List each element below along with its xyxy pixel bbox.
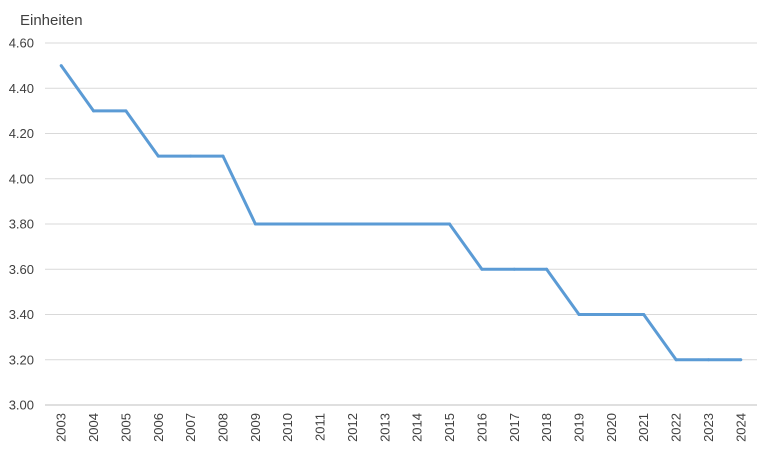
data-point: [739, 358, 743, 362]
x-tick-label: 2013: [377, 413, 392, 442]
data-point: [512, 267, 516, 271]
y-tick-label: 3.80: [9, 217, 34, 232]
x-tick-label: 2012: [345, 413, 360, 442]
data-point: [350, 222, 354, 226]
data-point: [253, 222, 257, 226]
x-tick-label: 2023: [701, 413, 716, 442]
data-point: [124, 109, 128, 113]
data-point: [545, 267, 549, 271]
x-tick-label: 2024: [733, 413, 748, 442]
data-point: [706, 358, 710, 362]
y-tick-label: 4.40: [9, 81, 34, 96]
x-tick-label: 2021: [636, 413, 651, 442]
y-axis-ticks: 3.00 3.20 3.40 3.60 3.80 4.00 4.20 4.40 4.60: [9, 36, 34, 413]
data-point: [448, 222, 452, 226]
data-point: [577, 313, 581, 316]
data-point: [674, 358, 678, 362]
x-tick-label: 2011: [313, 413, 328, 441]
x-tick-label: 2018: [539, 413, 554, 442]
y-tick-label: 4.60: [9, 36, 34, 51]
x-tick-label: 2019: [572, 413, 587, 442]
data-point: [286, 222, 290, 226]
y-tick-label: 3.40: [9, 307, 34, 322]
x-tick-label: 2014: [410, 413, 425, 442]
x-tick-label: 2008: [216, 413, 231, 442]
x-tick-label: 2009: [248, 413, 263, 442]
x-tick-label: 2022: [669, 413, 684, 442]
data-point: [383, 222, 387, 226]
x-tick-label: 2015: [442, 413, 457, 442]
data-point: [318, 222, 322, 226]
x-tick-label: 2016: [474, 413, 489, 442]
x-tick-label: 2020: [604, 413, 619, 442]
data-point: [642, 313, 646, 316]
data-point: [221, 154, 225, 158]
y-tick-label: 3.20: [9, 352, 34, 367]
x-tick-label: 2017: [507, 413, 522, 442]
y-tick-label: 3.60: [9, 262, 34, 277]
data-point: [92, 109, 96, 113]
y-tick-label: 4.20: [9, 126, 34, 141]
data-point: [415, 222, 419, 226]
x-tick-label: 2010: [280, 413, 295, 442]
x-tick-label: 2007: [183, 413, 198, 442]
x-tick-label: 2005: [118, 413, 133, 442]
x-tick-label: 2004: [86, 413, 101, 442]
y-tick-label: 3.00: [9, 398, 34, 413]
x-tick-label: 2003: [54, 413, 69, 442]
x-tick-label: 2006: [151, 413, 166, 442]
series-line: [59, 64, 741, 362]
y-tick-label: 4.00: [9, 171, 34, 186]
data-point: [156, 154, 160, 158]
x-axis-ticks: 2003 2004 2005 2006 2007 2008 2009 2010 2011 2012…: [54, 413, 749, 442]
data-point: [609, 313, 613, 316]
y-unit-label: Einheiten: [20, 12, 83, 29]
data-point: [480, 267, 484, 271]
series-layer: [59, 64, 743, 362]
data-point: [189, 154, 193, 158]
data-point: [59, 64, 63, 68]
